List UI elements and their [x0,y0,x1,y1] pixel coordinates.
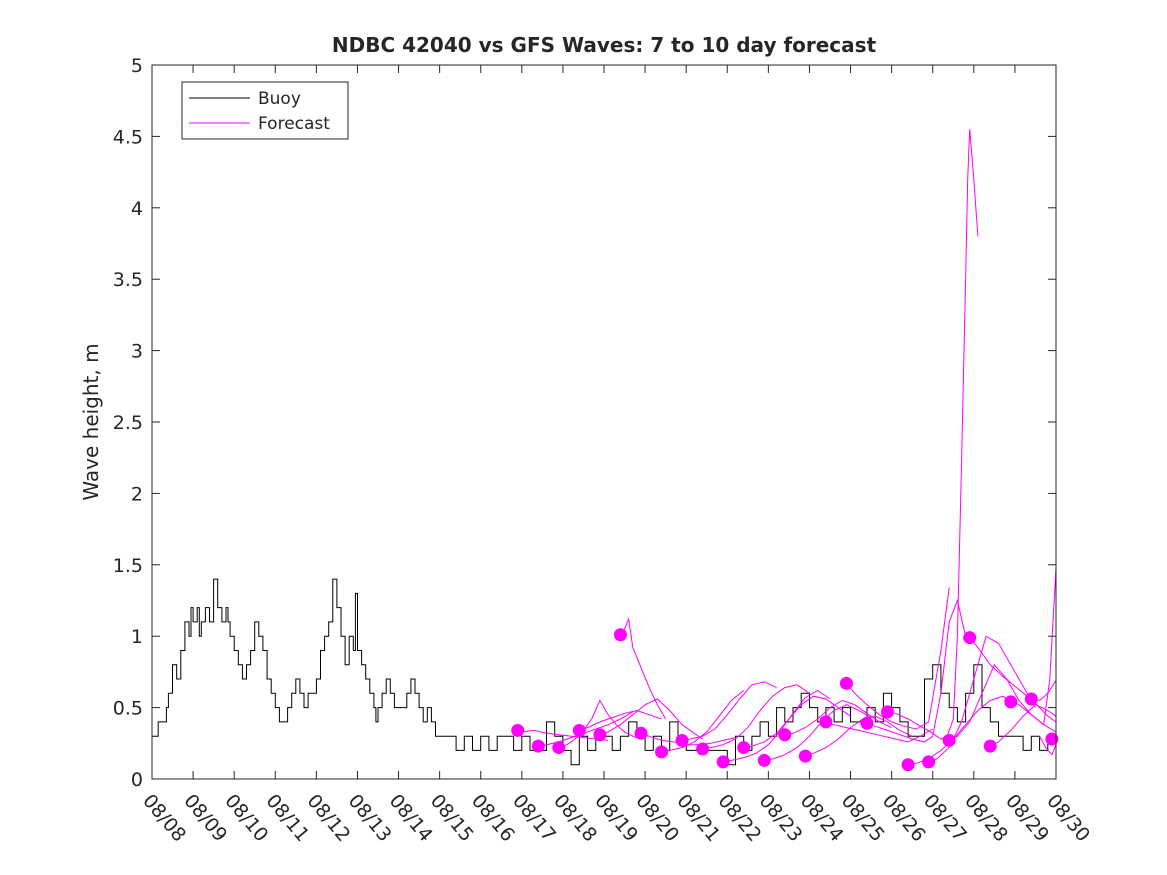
forecast-series-line [887,279,967,740]
forecast-marker [675,733,689,747]
forecast-marker [1024,692,1038,706]
forecast-series-line [965,129,979,280]
y-tick-label: 4 [131,198,143,220]
forecast-marker [593,728,607,742]
forecast-marker [963,631,977,645]
forecast-marker [839,676,853,690]
forecast-series-line [784,699,892,736]
forecast-series-line [579,709,662,731]
forecast-marker [798,749,812,763]
y-tick-label: 2 [131,483,143,505]
y-tick-label: 0.5 [113,698,143,720]
forecast-series-line [599,698,703,740]
forecast-series-line [805,715,913,757]
y-tick-label: 4.5 [113,126,143,148]
forecast-series-line [990,704,1057,747]
forecast-series-line [517,729,609,741]
forecast-marker [819,715,833,729]
forecast-series-line [969,637,1057,702]
y-tick-label: 3.5 [113,269,143,291]
y-tick-label: 2.5 [113,412,143,434]
forecast-marker [757,753,771,767]
forecast-series-line [928,635,1036,763]
forecast-marker [716,755,730,769]
forecast-series-line [682,681,777,741]
y-tick-label: 5 [131,55,143,77]
legend: Buoy Forecast [181,81,349,140]
forecast-marker [1045,732,1059,746]
forecast-marker [942,733,956,747]
forecast-series-line [619,617,667,720]
forecast-series-line [764,704,872,761]
forecast-marker [531,739,545,753]
y-axis-ticks: 0 0.5 1 1.5 2 2.5 3 3.5 4 4.5 5 [113,55,1056,791]
forecast-marker [901,758,915,772]
y-tick-label: 0 [131,769,143,791]
forecast-series-line [1010,567,1057,726]
y-tick-label: 1.5 [113,555,143,577]
forecast-marker [983,739,997,753]
forecast-marker [860,716,874,730]
legend-forecast-label: Forecast [258,114,330,134]
legend-buoy-label: Buoy [258,89,301,109]
y-tick-label: 3 [131,341,143,363]
forecast-series-line [846,587,950,730]
forecast-marker [572,723,586,737]
y-tick-label: 1 [131,626,143,648]
forecast-marker [634,726,648,740]
forecast-marker [1004,695,1018,709]
axes-box [151,64,1057,780]
forecast-marker [655,745,669,759]
forecast-marker [511,723,525,737]
legend-box [181,81,349,140]
forecast-series-line [743,695,851,749]
forecast-marker [737,741,751,755]
forecast-marker [613,628,627,642]
chart-title: NDBC 42040 vs GFS Waves: 7 to 10 day for… [332,33,877,57]
forecast-marker [552,741,566,755]
forecast-marker [922,755,936,769]
forecast-series-line [702,684,810,750]
y-axis-label: Wave height, m [79,343,103,500]
plot-area [152,129,1059,772]
forecast-series-line [866,598,967,743]
forecast-marker [778,728,792,742]
forecast-series-line [723,689,831,763]
forecast-marker [696,742,710,756]
forecast-marker [881,705,895,719]
buoy-series-line [152,578,1057,766]
forecast-series-line [558,699,642,749]
forecast-series-line [1039,735,1057,756]
